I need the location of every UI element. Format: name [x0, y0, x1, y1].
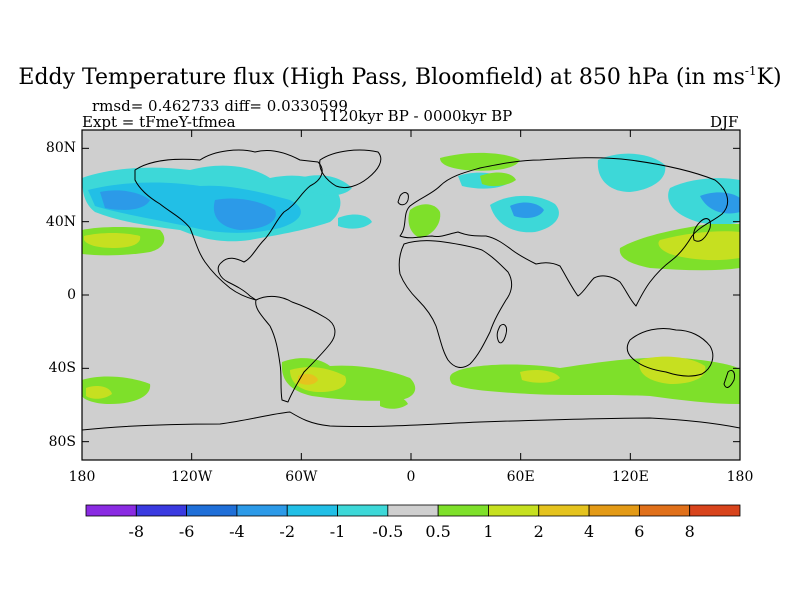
colorbar-label: 8	[684, 522, 695, 541]
japan-outline	[693, 218, 711, 242]
colorbar-swatch	[538, 504, 590, 517]
arctic-green-field-2	[480, 172, 516, 187]
siberia-cyan-field	[597, 153, 666, 192]
colorbar-swatch	[387, 504, 439, 517]
australia-yellow-field	[639, 356, 706, 384]
lon-tick-label: 120E	[611, 469, 649, 485]
northeast-asia-blue-field	[700, 192, 740, 214]
stats-label: rmsd= 0.462733 diff= 0.0330599	[92, 97, 348, 115]
colorbar-label: 0.5	[425, 522, 451, 541]
colorbar-swatch	[85, 504, 137, 517]
australia-outline	[626, 327, 714, 377]
colorbar-label: 6	[634, 522, 645, 541]
axis-ticks	[81, 130, 741, 460]
experiment-label: Expt = tFmeY-tfmea	[82, 113, 236, 131]
colorbar-swatch	[286, 504, 338, 517]
colorbar-swatch	[186, 504, 238, 517]
lon-tick-label: 180	[726, 469, 754, 485]
map-title: Eddy Temperature flux (High Pass, Bloomf…	[18, 64, 782, 90]
lon-tick-label: 0	[406, 469, 416, 485]
lat-tick-label: 80N	[45, 140, 76, 157]
colorbar-label: 1	[483, 522, 494, 541]
season-label: DJF	[710, 113, 739, 131]
colorbar-swatch	[337, 504, 389, 517]
labrador-cyan-field	[300, 175, 352, 196]
north-pacific-yellow-field	[84, 233, 141, 248]
south-pacific-yellow-field	[86, 386, 112, 399]
colorbar-swatch	[588, 504, 640, 517]
colorbar-label: -2	[279, 522, 296, 541]
lat-tick-label: 0	[67, 287, 76, 303]
arctic-green-field	[440, 152, 520, 171]
lat-tick-label: 40N	[45, 213, 76, 230]
antarctica-outline	[82, 411, 740, 431]
colorbar-label: -0.5	[372, 522, 404, 541]
asia-yellow-field	[658, 231, 740, 261]
africa-outline	[398, 240, 513, 368]
lon-tick-label: 180	[68, 469, 96, 485]
south-atlantic-green-field	[380, 396, 408, 409]
colorbar-swatch	[135, 504, 188, 517]
south-america-outline	[255, 295, 336, 403]
britain-outline	[397, 192, 409, 206]
colorbar-label: -8	[128, 522, 145, 541]
europe-green-field	[408, 204, 441, 238]
colorbar-swatch	[437, 504, 489, 517]
indian-ocean-yellow-field	[520, 370, 560, 383]
south-america-yellow-field	[290, 367, 347, 392]
new-zealand-outline	[723, 369, 735, 388]
north-america-blue-field	[213, 198, 276, 230]
lat-tick-label: 80S	[48, 433, 76, 450]
colorbar-label: -1	[329, 522, 346, 541]
colorbar-label: 2	[533, 522, 544, 541]
colorbar-label: -4	[229, 522, 245, 541]
eurasia-outline	[399, 157, 729, 307]
colorbar	[85, 504, 741, 517]
colorbar-swatch	[638, 504, 691, 517]
lon-tick-label: 60W	[285, 469, 318, 485]
greenland-outline	[319, 149, 382, 189]
lon-tick-label: 120W	[171, 469, 213, 485]
north-america-outline	[134, 149, 323, 301]
colorbar-swatch	[488, 504, 540, 517]
south-america-orange-field	[298, 373, 318, 385]
period-label: 1120kyr BP - 0000kyr BP	[320, 107, 513, 125]
lon-tick-label: 60E	[506, 469, 535, 485]
coastlines	[82, 149, 740, 431]
colorbar-label: -6	[178, 522, 195, 541]
colorbar-swatch	[689, 504, 741, 517]
central-asia-blue-field	[510, 202, 544, 218]
colorbar-label: 4	[583, 522, 595, 541]
madagascar-outline	[496, 323, 507, 344]
atlantic-cyan-field	[338, 214, 372, 229]
colorbar-swatch	[236, 504, 288, 517]
lat-tick-label: 40S	[48, 360, 76, 377]
west-pacific-blue-field	[100, 190, 150, 210]
